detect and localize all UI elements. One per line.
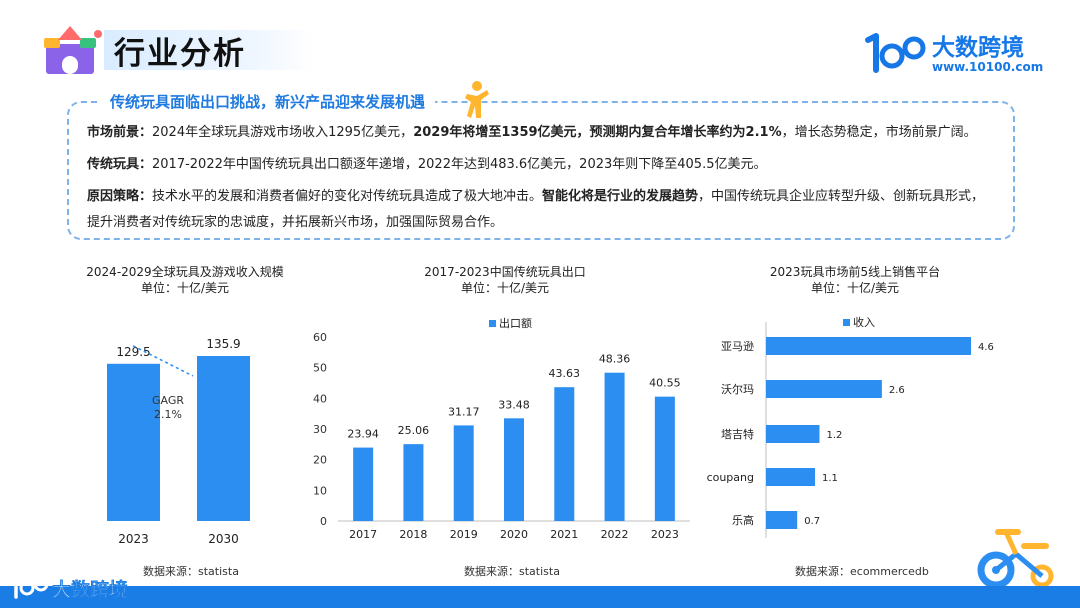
chart-export-source: 数据来源：statista — [464, 565, 560, 578]
footer-brand-name: 大数跨境 — [52, 579, 129, 601]
summary-market-text: 2024年全球玩具游戏市场收入1295亿美元， — [152, 125, 414, 140]
chart-platform-category-label: 亚马逊 — [721, 340, 754, 353]
person-icon — [465, 81, 489, 118]
chart-platform-bar — [766, 511, 798, 529]
brand-url: www.10100.com — [932, 60, 1044, 74]
chart-export-category-label: 2018 — [399, 528, 427, 541]
summary-strategy-bold: 智能化将是行业的发展趋势 — [542, 189, 699, 204]
chart-global-cagr-value: 2.1% — [154, 408, 182, 421]
chart-export-value-label: 31.17 — [448, 405, 480, 418]
chart-global-value-label: 129.5 — [116, 345, 150, 359]
footer-bar — [0, 586, 1080, 608]
title-highlight — [104, 30, 314, 70]
chart-export-bar — [504, 418, 524, 521]
chart-export-ytick-label: 40 — [313, 392, 327, 405]
chart-export-ytick-label: 0 — [320, 515, 327, 528]
chart-platform-category-label: coupang — [707, 471, 754, 484]
chart-platform-value-label: 0.7 — [804, 516, 820, 527]
summary-traditional: 传统玩具：2017-2022年中国传统玩具出口额逐年递增，2022年达到483.… — [87, 153, 766, 172]
chart-export-ytick-label: 60 — [313, 331, 327, 344]
chart-export-title: 2017-2023中国传统玩具出口 — [424, 265, 586, 279]
chart-platform-category-label: 乐高 — [732, 513, 754, 527]
chart-export-value-label: 48.36 — [599, 353, 631, 366]
chart-export-category-label: 2022 — [601, 528, 629, 541]
chart-platform-legend-label: 收入 — [853, 315, 875, 329]
chart-export-bar — [453, 425, 474, 521]
summary-market-bold: 2029年将增至1359亿美元，预测期内复合年增长率约为2.1% — [413, 125, 782, 140]
summary-strategy-label: 原因策略： — [87, 189, 153, 204]
summary-strategy-text: 技术水平的发展和消费者偏好的变化对传统玩具造成了极大地冲击。 — [152, 189, 543, 204]
chart-platform-legend-swatch — [843, 319, 850, 326]
chart-export-value-label: 40.55 — [649, 377, 681, 390]
chart-global-category-label: 2030 — [208, 532, 239, 546]
summary-market: 市场前景：2024年全球玩具游戏市场收入1295亿美元，2029年将增至1359… — [87, 121, 977, 140]
chart-platform-category-label: 沃尔玛 — [721, 383, 754, 396]
chart-export-ytick-label: 10 — [313, 484, 327, 497]
summary-box — [67, 101, 1015, 240]
chart-export-value-label: 33.48 — [498, 398, 530, 411]
brand-mark-icon — [865, 33, 926, 73]
summary-heading: 传统玩具面临出口挑战，新兴产品迎来发展机遇 — [100, 91, 436, 112]
summary-market-label: 市场前景： — [87, 125, 153, 140]
chart-platform-value-label: 2.6 — [889, 385, 905, 396]
chart-platform-bar — [766, 380, 882, 398]
chart-platform-unit: 单位：十亿/美元 — [810, 281, 900, 295]
chart-global-source: 数据来源：statista — [143, 565, 239, 578]
toy-castle-icon — [44, 26, 102, 74]
chart-export-ytick-label: 50 — [313, 362, 327, 375]
chart-export-value-label: 23.94 — [347, 428, 379, 441]
chart-export-category-label: 2020 — [500, 528, 528, 541]
chart-platform-bar — [766, 468, 816, 486]
chart-export-bar — [654, 396, 675, 521]
chart-global-bar — [197, 356, 250, 521]
chart-export-bar — [604, 372, 625, 521]
chart-global-cagr-line — [132, 345, 194, 377]
chart-platform-bar — [766, 337, 971, 355]
chart-export-category-label: 2019 — [450, 528, 478, 541]
chart-platform-title: 2023玩具市场前5线上销售平台 — [769, 265, 941, 279]
tricycle-icon — [977, 529, 1054, 589]
chart-export-category-label: 2023 — [651, 528, 679, 541]
chart-platform-source: 数据来源：ecommercedb — [795, 565, 929, 578]
chart-platform-bar — [766, 425, 820, 443]
chart-platform-value-label: 1.1 — [822, 473, 838, 484]
chart-global-value-label: 135.9 — [206, 337, 240, 351]
summary-strategy: 原因策略：技术水平的发展和消费者偏好的变化对传统玩具造成了极大地冲击。智能化将是… — [87, 185, 984, 204]
chart-global-category-label: 2023 — [118, 532, 149, 546]
chart-export-unit: 单位：十亿/美元 — [460, 281, 550, 295]
chart-export-legend-swatch — [489, 320, 496, 327]
chart-platform-value-label: 4.6 — [978, 342, 994, 353]
chart-export-legend-label: 出口额 — [499, 316, 532, 330]
chart-export-bar — [353, 447, 374, 521]
chart-export-ytick-label: 30 — [313, 423, 327, 436]
summary-traditional-label: 传统玩具： — [87, 157, 153, 172]
summary-market-text-end: ，增长态势稳定，市场前景广阔。 — [781, 125, 977, 140]
brand-name: 大数跨境 — [932, 35, 1024, 61]
chart-global-title: 2024-2029全球玩具及游戏收入规模 — [86, 265, 284, 279]
chart-export-ytick-label: 20 — [313, 454, 327, 467]
summary-traditional-text: 2017-2022年中国传统玩具出口额逐年递增，2022年达到483.6亿美元，… — [152, 157, 767, 172]
chart-platform-value-label: 1.2 — [826, 430, 842, 441]
page-title: 行业分析 — [114, 36, 246, 72]
chart-export-value-label: 43.63 — [549, 367, 581, 380]
chart-global-unit: 单位：十亿/美元 — [140, 281, 230, 295]
chart-export-category-label: 2017 — [349, 528, 377, 541]
chart-global-bar — [107, 363, 160, 521]
chart-export-category-label: 2021 — [550, 528, 578, 541]
chart-global-cagr-label: GAGR — [152, 394, 184, 407]
summary-strategy-text-end: ，中国传统玩具企业应转型升级、创新玩具形式， — [698, 189, 985, 204]
chart-export-bar — [554, 387, 575, 521]
footer-brand-mark-icon — [9, 574, 49, 599]
brand-logo: 大数跨境 www.10100.com — [862, 26, 1052, 78]
chart-export-value-label: 25.06 — [398, 424, 430, 437]
chart-export-bar — [403, 444, 424, 521]
summary-strategy-line2: 提升消费者对传统玩家的忠诚度，并拓展新兴市场，加强国际贸易合作。 — [87, 215, 504, 230]
chart-platform-category-label: 塔吉特 — [721, 427, 754, 441]
